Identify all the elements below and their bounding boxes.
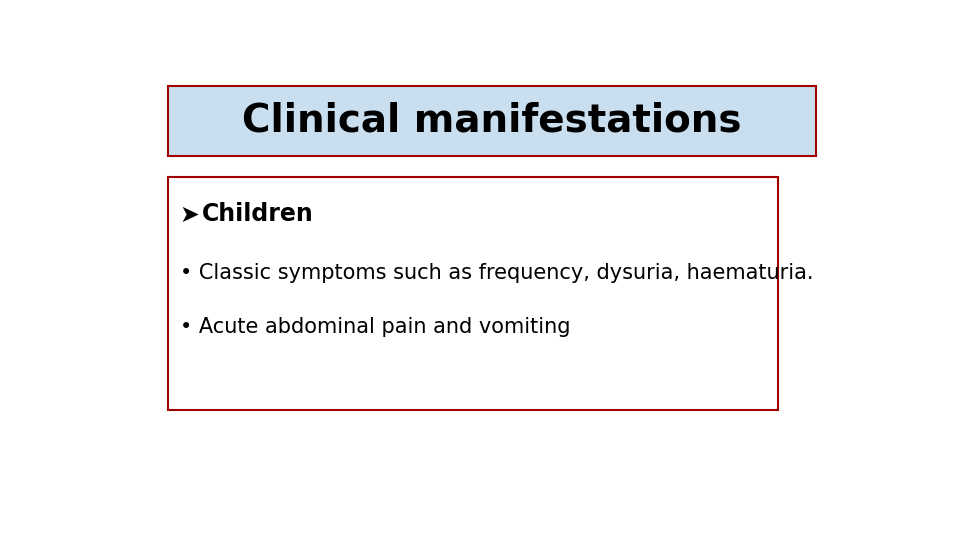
Text: • Classic symptoms such as frequency, dysuria, haematuria.: • Classic symptoms such as frequency, dy…: [180, 262, 813, 283]
Text: ➤: ➤: [180, 202, 200, 226]
Text: • Acute abdominal pain and vomiting: • Acute abdominal pain and vomiting: [180, 317, 570, 337]
Text: Children: Children: [202, 202, 314, 226]
FancyBboxPatch shape: [168, 85, 816, 156]
Text: Clinical manifestations: Clinical manifestations: [242, 102, 742, 140]
FancyBboxPatch shape: [168, 177, 779, 410]
